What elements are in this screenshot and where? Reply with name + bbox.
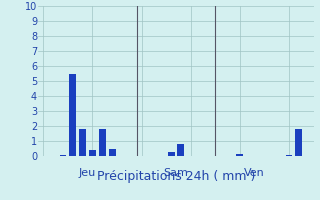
Bar [109,148,116,156]
Text: Ven: Ven [244,168,265,178]
Text: Jeu: Jeu [79,168,96,178]
Bar [168,152,174,156]
Bar [60,154,67,156]
Bar [99,129,106,156]
Text: Sam: Sam [164,168,188,178]
Bar [178,144,184,156]
Bar [236,154,243,156]
Bar [295,129,302,156]
Bar [69,73,76,156]
X-axis label: Précipitations 24h ( mm ): Précipitations 24h ( mm ) [97,170,255,183]
Bar [89,150,96,156]
Bar [79,129,86,156]
Bar [285,154,292,156]
